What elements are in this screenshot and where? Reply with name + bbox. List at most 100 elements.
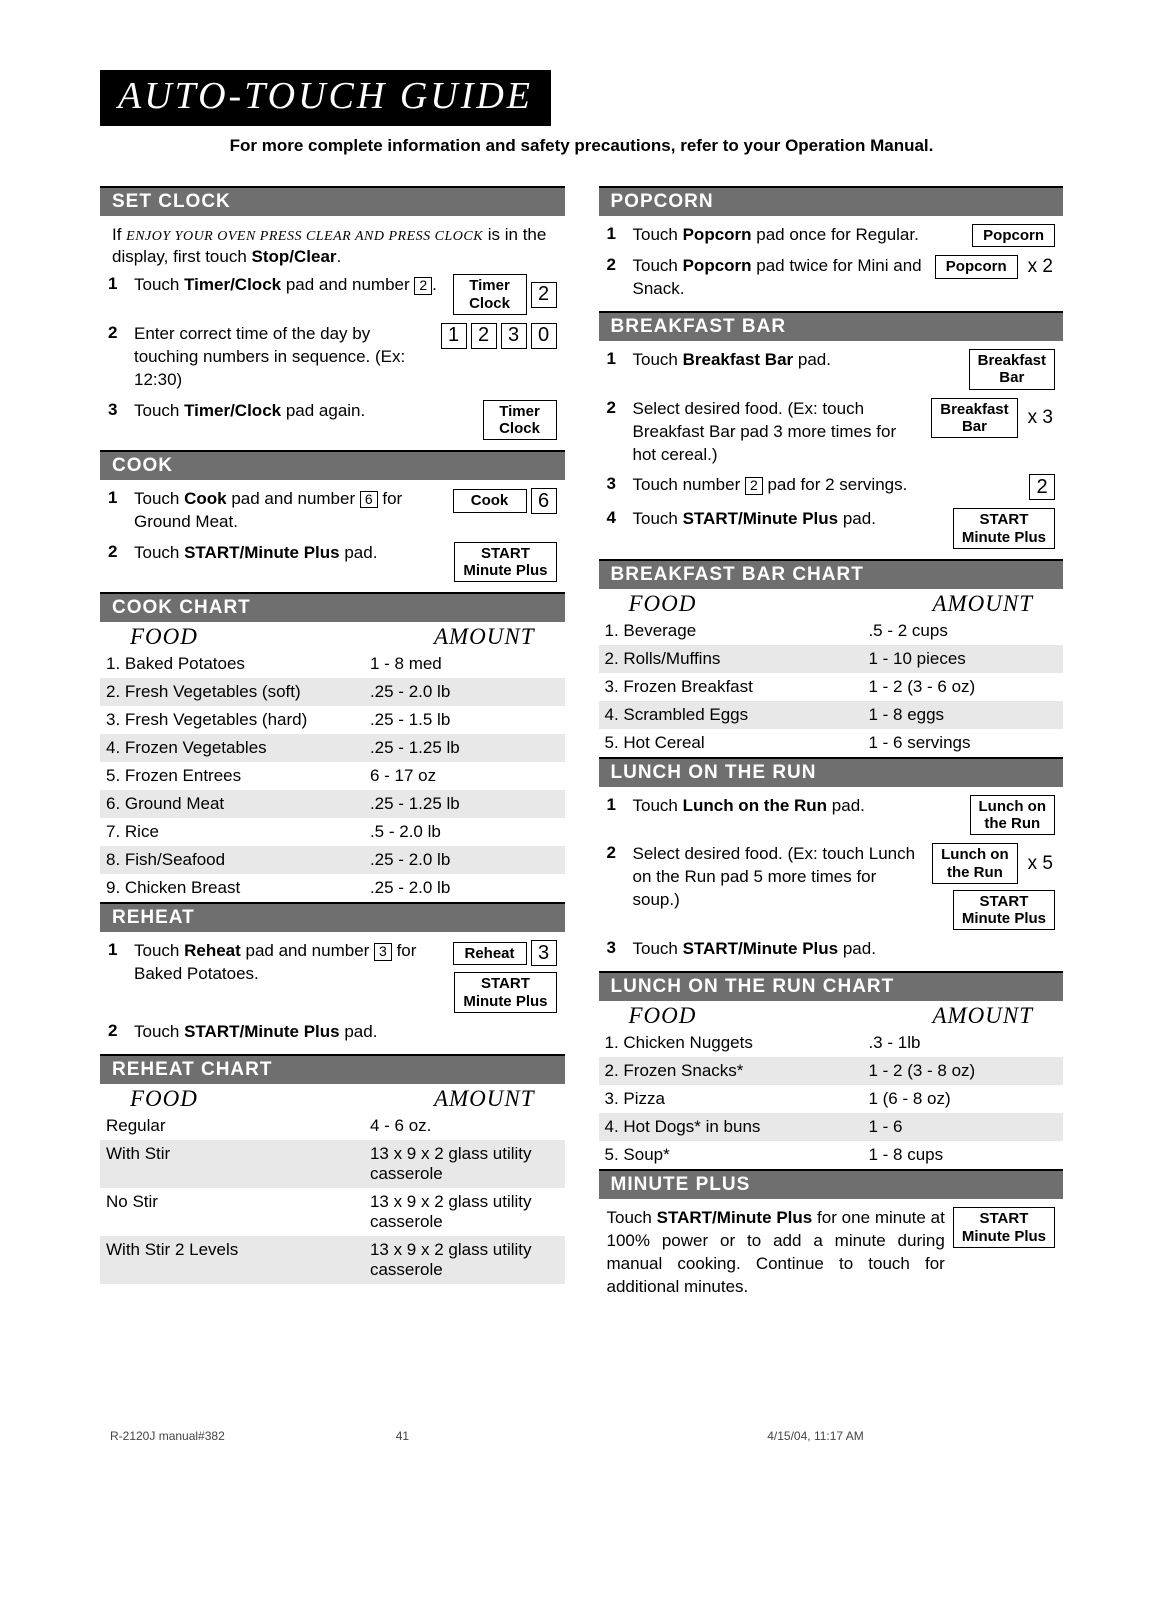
chart-food: 4. Hot Dogs* in buns [605,1117,869,1137]
start-minute-plus-pad[interactable]: STARTMinute Plus [454,542,556,583]
chart-food: 9. Chicken Breast [106,878,370,898]
keypad-3[interactable]: 3 [531,940,557,966]
reheat-pad[interactable]: Reheat [453,942,527,965]
chart-amount: 1 - 10 pieces [868,649,1057,669]
chart-food: 3. Frozen Breakfast [605,677,869,697]
keypad-digit[interactable]: 0 [531,323,557,349]
start-minute-plus-pad[interactable]: STARTMinute Plus [454,972,556,1013]
step-text: Touch Reheat pad and number 3 for Baked … [134,940,445,986]
header-set-clock: SET CLOCK [100,186,565,216]
chart-food: 2. Frozen Snacks* [605,1061,869,1081]
chart-amount: 1 (6 - 8 oz) [868,1089,1057,1109]
step-text: Select desired food. (Ex: touch Lunch on… [633,843,925,912]
chart-row: With Stir 2 Levels13 x 9 x 2 glass utili… [100,1236,565,1284]
chart-amount: .25 - 1.5 lb [370,710,559,730]
reheat-chart-rows: Regular4 - 6 oz.With Stir13 x 9 x 2 glas… [100,1112,565,1284]
chart-food: 3. Fresh Vegetables (hard) [106,710,370,730]
keypad-2[interactable]: 2 [531,282,557,308]
text: . [337,247,342,266]
chart-row: 2. Fresh Vegetables (soft).25 - 2.0 lb [100,678,565,706]
t: START [979,893,1028,910]
header-bb-chart: BREAKFAST BAR CHART [599,559,1064,589]
t: pad again. [281,401,365,420]
start-minute-plus-pad[interactable]: STARTMinute Plus [953,1207,1055,1248]
breakfast-bar-pad[interactable]: BreakfastBar [969,349,1055,390]
keypad-digit[interactable]: 2 [471,323,497,349]
chart-food: 1. Beverage [605,621,869,641]
inline-key: 2 [745,477,763,494]
chart-row: 5. Soup*1 - 8 cups [599,1141,1064,1169]
chart-row: 1. Chicken Nuggets.3 - 1lb [599,1029,1064,1057]
breakfast-bar-pad[interactable]: BreakfastBar [931,398,1017,439]
lunch-pad[interactable]: Lunch onthe Run [970,795,1056,836]
t: Touch [607,1208,657,1227]
header-minute-plus: MINUTE PLUS [599,1169,1064,1199]
popcorn-pad[interactable]: Popcorn [972,224,1055,247]
text: If [112,225,126,244]
keypad-6[interactable]: 6 [531,488,557,514]
t: Timer [469,277,510,294]
start-minute-plus-pad[interactable]: STARTMinute Plus [953,890,1055,931]
start-minute-plus-pad[interactable]: STARTMinute Plus [953,508,1055,549]
chart-row: 3. Frozen Breakfast1 - 2 (3 - 6 oz) [599,673,1064,701]
header-lunch: LUNCH ON THE RUN [599,757,1064,787]
chart-food: 5. Soup* [605,1145,869,1165]
t: START/Minute Plus [184,543,340,562]
t: Breakfast Bar [683,350,794,369]
t: START/Minute Plus [683,939,839,958]
chart-row: With Stir13 x 9 x 2 glass utility casser… [100,1140,565,1188]
chart-amount: 1 - 2 (3 - 6 oz) [868,677,1057,697]
t: START [979,511,1028,528]
chart-food: 4. Frozen Vegetables [106,738,370,758]
text: Stop/Clear [252,247,337,266]
cook-pad[interactable]: Cook [453,489,527,512]
chart-amount: 6 - 17 oz [370,766,559,786]
chart-amount: 13 x 9 x 2 glass utility casserole [370,1144,559,1184]
keypad-row: 1 2 3 0 [441,323,557,349]
step-num: 2 [607,255,625,275]
t: Minute Plus [962,529,1046,546]
chart-row: No Stir13 x 9 x 2 glass utility casserol… [100,1188,565,1236]
t: Touch [633,796,683,815]
chart-food: 5. Frozen Entrees [106,766,370,786]
step-num: 2 [607,843,625,863]
t: Touch [633,509,683,528]
timer-clock-pad[interactable]: TimerClock [453,274,527,315]
popcorn-pad[interactable]: Popcorn [935,255,1018,278]
chart-amount: .5 - 2.0 lb [370,822,559,842]
t: START [481,545,530,562]
page-footer: R-2120J manual#382 41 4/15/04, 11:17 AM [100,1429,1063,1443]
left-column: SET CLOCK If ENJOY YOUR OVEN PRESS CLEAR… [100,186,565,1309]
timer-clock-pad[interactable]: TimerClock [483,400,557,441]
t: Reheat [184,941,241,960]
t: the Run [984,815,1040,832]
t: Popcorn [683,256,752,275]
t: . [432,275,437,294]
t: Breakfast [940,401,1008,418]
chart-food: With Stir 2 Levels [106,1240,370,1280]
chart-row: 9. Chicken Breast.25 - 2.0 lb [100,874,565,902]
keypad-2[interactable]: 2 [1029,474,1055,500]
step-num: 1 [108,940,126,960]
t: pad. [827,796,865,815]
t: pad and number [227,489,360,508]
display-text: ENJOY YOUR OVEN PRESS CLEAR AND PRESS CL… [126,229,483,244]
keypad-digit[interactable]: 1 [441,323,467,349]
chart-row: 7. Rice.5 - 2.0 lb [100,818,565,846]
keypad-digit[interactable]: 3 [501,323,527,349]
chart-amount: 13 x 9 x 2 glass utility casserole [370,1192,559,1232]
header-popcorn: POPCORN [599,186,1064,216]
lunch-pad[interactable]: Lunch onthe Run [932,843,1018,884]
chart-row: Regular4 - 6 oz. [100,1112,565,1140]
setclock-note: If ENJOY YOUR OVEN PRESS CLEAR AND PRESS… [108,220,557,270]
t: Minute Plus [463,993,547,1010]
header-reheat-chart: REHEAT CHART [100,1054,565,1084]
chart-amount: .25 - 2.0 lb [370,850,559,870]
chart-amount: .25 - 1.25 lb [370,738,559,758]
t: Lunch on [979,798,1047,815]
step-text: Touch START/Minute Plus pad. [134,1021,557,1044]
chart-amount: 1 - 6 [868,1117,1057,1137]
header-breakfast-bar: BREAKFAST BAR [599,311,1064,341]
minute-text: Touch START/Minute Plus for one minute a… [607,1207,945,1299]
footer-date: 4/15/04, 11:17 AM [767,1429,1053,1443]
